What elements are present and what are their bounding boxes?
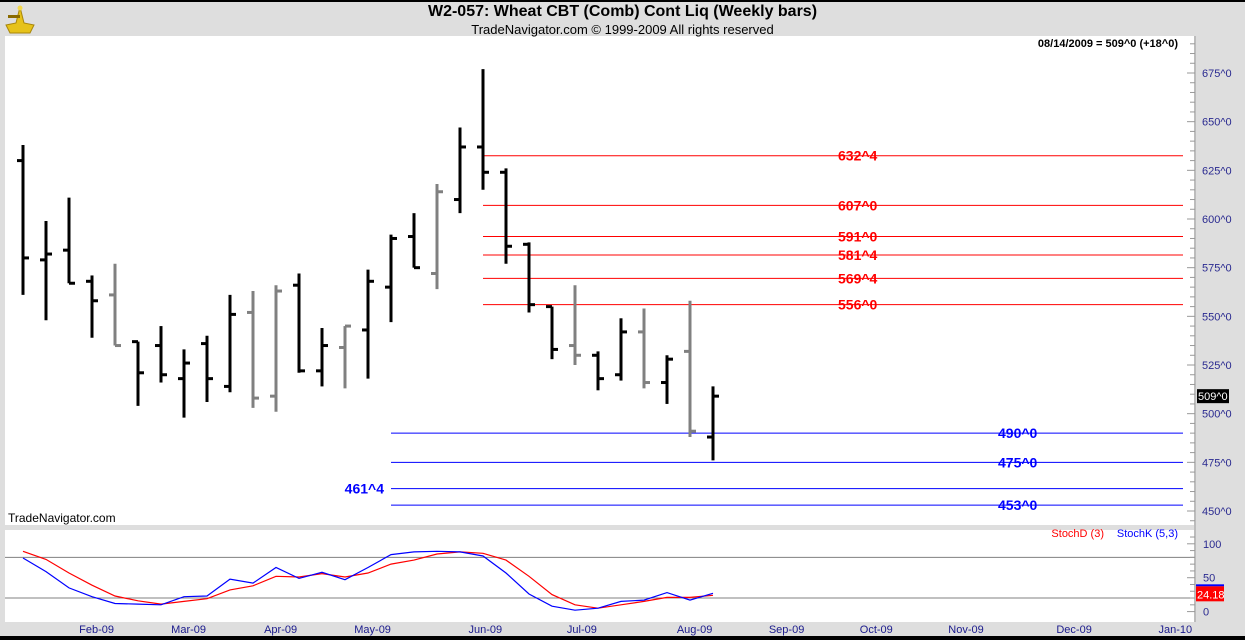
ohlc-bar — [316, 328, 328, 387]
level-label: 591^0 — [838, 229, 878, 245]
tradenavigator-logo-icon — [4, 3, 36, 35]
ohlc-bar — [546, 305, 558, 360]
stoch-tick-label: 50 — [1203, 573, 1215, 585]
watermark-text: TradeNavigator.com — [8, 511, 116, 525]
level-label: 581^4 — [838, 247, 878, 263]
stoch-value-label: 24.18 — [1197, 589, 1225, 601]
last-price-label: 509^0 — [1198, 391, 1228, 403]
stoch-tick-label: 0 — [1203, 607, 1209, 619]
ohlc-bar — [569, 285, 581, 366]
ohlc-bar — [86, 275, 98, 338]
ohlc-bar — [270, 285, 282, 412]
y-tick-label: 550^0 — [1202, 311, 1232, 323]
ohlc-bar — [385, 234, 397, 323]
y-tick-label: 500^0 — [1202, 409, 1232, 421]
ohlc-bar — [638, 308, 650, 389]
level-label: 453^0 — [998, 497, 1038, 513]
x-month-label: Jul-09 — [567, 624, 597, 636]
x-month-label: Jun-09 — [468, 624, 502, 636]
top-border — [0, 0, 1245, 2]
ohlc-bar — [224, 294, 236, 393]
legend-stochk: StochK (5,3) — [1117, 528, 1178, 540]
x-month-label: Feb-09 — [79, 624, 114, 636]
x-month-label: Nov-09 — [948, 624, 983, 636]
y-tick-label: 625^0 — [1202, 165, 1232, 177]
last-price-marker — [1197, 389, 1229, 404]
x-month-label: May-09 — [354, 624, 391, 636]
price-axis: 450^0 475^0 500^0 525^0 550^0 575^0 600^0 625^0… — [1187, 43, 1232, 522]
stoch-tick-label: 100 — [1203, 539, 1221, 551]
x-month-label: Jan-10 — [1158, 624, 1192, 636]
ohlc-bar — [523, 242, 535, 313]
level-label: 475^0 — [998, 454, 1038, 470]
ohlc-bar — [661, 355, 673, 404]
y-tick-label: 650^0 — [1202, 117, 1232, 129]
x-month-label: Mar-09 — [171, 624, 206, 636]
price-bars — [17, 69, 719, 461]
chart-subtitle: TradeNavigator.com © 1999-2009 All right… — [471, 22, 774, 37]
ohlc-bar — [201, 335, 213, 402]
y-tick-label: 475^0 — [1202, 457, 1232, 469]
ohlc-bar — [247, 291, 259, 408]
price-panel — [5, 36, 1195, 525]
ohlc-bar — [109, 263, 121, 348]
ohlc-bar — [339, 324, 351, 389]
ohlc-bar — [592, 351, 604, 391]
x-month-label: Sep-09 — [769, 624, 804, 636]
stoch-lines: 0 50 100 24.18 — [5, 536, 1225, 619]
stochk-line — [22, 550, 714, 611]
ohlc-bar — [684, 300, 696, 438]
ohlc-bar — [615, 318, 627, 381]
legend-stochd: StochD (3) — [1051, 528, 1104, 540]
level-label: 490^0 — [998, 425, 1038, 441]
ohlc-bar — [132, 340, 144, 406]
y-tick-label: 600^0 — [1202, 214, 1232, 226]
ohlc-bar — [178, 349, 190, 418]
date-axis: Feb-09 Mar-09 Apr-09 May-09 Jun-09 Jul-09 Aug-… — [79, 624, 1192, 636]
level-label: 607^0 — [838, 197, 878, 213]
ohlc-bar — [155, 326, 167, 383]
y-tick-label: 575^0 — [1202, 263, 1232, 275]
y-tick-label: 450^0 — [1202, 506, 1232, 518]
support-resistance-levels: 632^4 607^0 591^0 581^4 569^4 556^0 490^0 475^0… — [345, 148, 1183, 513]
ohlc-bar — [408, 213, 420, 270]
ohlc-bar — [63, 197, 75, 285]
stoch-panel — [5, 530, 1195, 622]
stochk-marker — [1196, 584, 1224, 587]
x-month-label: Apr-09 — [264, 624, 297, 636]
ohlc-bar — [707, 386, 719, 461]
ohlc-bar — [362, 269, 374, 379]
level-label: 632^4 — [838, 148, 878, 164]
y-tick-label: 525^0 — [1202, 360, 1232, 372]
last-price-readout: 08/14/2009 = 509^0 (+18^0) — [1038, 38, 1178, 50]
x-month-label: Oct-09 — [860, 624, 893, 636]
y-tick-label: 675^0 — [1202, 68, 1232, 80]
ohlc-bar — [17, 145, 29, 295]
stoch-value-marker — [1196, 586, 1224, 602]
chart-title: W2-057: Wheat CBT (Comb) Cont Liq (Weekl… — [427, 3, 818, 20]
ohlc-bar — [293, 273, 305, 373]
ohlc-bar — [477, 69, 489, 190]
level-label: 556^0 — [838, 297, 878, 313]
level-label: 569^4 — [838, 270, 878, 286]
ohlc-bar — [431, 183, 443, 290]
bottom-border — [0, 636, 1245, 640]
ohlc-bar — [454, 127, 466, 214]
ohlc-bar — [500, 168, 512, 264]
ohlc-bar — [40, 220, 52, 321]
x-month-label: Dec-09 — [1056, 624, 1091, 636]
level-label: 461^4 — [345, 481, 385, 497]
x-month-label: Aug-09 — [677, 624, 712, 636]
